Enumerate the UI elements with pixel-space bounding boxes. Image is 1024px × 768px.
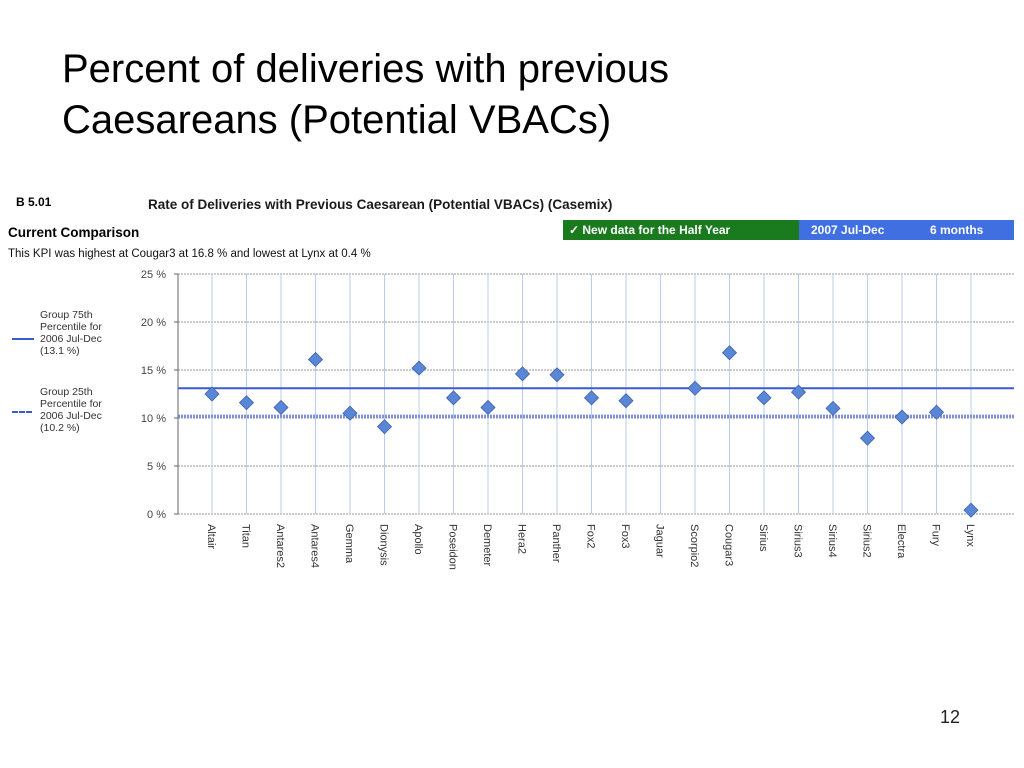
- scatter-chart: 0 % 5 % 10 % 15 % 20 % 25 % Altair Titan Antares…: [141, 269, 1014, 570]
- data-point-hera2: [514, 366, 531, 382]
- kpi-note: This KPI was highest at Cougar3 at 16.8 …: [8, 248, 371, 260]
- data-point-fox3: [618, 393, 634, 409]
- data-point-sirius3: [790, 384, 807, 400]
- x-tick-label: Antares4: [309, 524, 321, 568]
- data-point-antares2: [273, 399, 289, 416]
- data-point-titan: [238, 395, 255, 411]
- x-tick-label: Dionysis: [378, 524, 390, 566]
- x-tick-label: Titan: [240, 524, 252, 548]
- reference-lines: [178, 387, 1014, 418]
- data-point-panther: [549, 367, 565, 383]
- x-tick-label: Scorpio2: [688, 524, 700, 567]
- slide-title-line1: Percent of deliveries with previous: [62, 47, 669, 91]
- x-tick-label: Lynx: [964, 524, 976, 547]
- legend-p75-line4: (13.1 %): [40, 345, 80, 357]
- data-point-sirius: [756, 390, 772, 406]
- legend-p75-line1: Group 75th: [40, 309, 93, 321]
- x-tick-label: Fury: [930, 524, 942, 547]
- x-tick-label: Fox2: [585, 524, 597, 548]
- data-point-altair: [204, 386, 220, 402]
- x-tick-label: Demeter: [481, 524, 493, 567]
- slide-title-line2: Caesareans (Potential VBACs): [62, 98, 612, 142]
- months-label: 6 months: [930, 223, 984, 237]
- data-points: [204, 345, 979, 518]
- report-title: Rate of Deliveries with Previous Caesare…: [148, 197, 613, 212]
- axis-labels: 0 % 5 % 10 % 15 % 20 % 25 % Altair Titan Antares…: [141, 269, 976, 570]
- data-point-cougar3: [721, 345, 738, 361]
- legend-p25-line: [12, 411, 32, 413]
- data-point-antares4: [307, 351, 324, 368]
- slide-title: Percent of deliveries with previous Caes…: [62, 44, 962, 146]
- data-point-apollo: [411, 360, 427, 376]
- y-tick-label: 10 %: [141, 413, 166, 425]
- x-tick-label: Cougar3: [723, 524, 735, 566]
- data-point-demeter: [480, 399, 496, 416]
- y-tick-label: 25 %: [141, 269, 166, 281]
- data-point-sirius2: [859, 430, 876, 446]
- x-tick-label: Poseidon: [447, 524, 459, 570]
- grid-layer: [174, 273, 1014, 515]
- x-tick-label: Electra: [895, 524, 907, 559]
- x-tick-label: Apollo: [412, 524, 424, 555]
- x-tick-label: Sirius4: [826, 524, 838, 558]
- x-tick-label: Panther: [550, 524, 562, 563]
- x-tick-label: Sirius2: [861, 524, 873, 558]
- data-point-gemma: [342, 405, 358, 421]
- x-tick-label: Sirius: [757, 524, 769, 552]
- new-data-banner: ✓ New data for the Half Year: [563, 220, 799, 240]
- current-comparison-heading: Current Comparison: [8, 225, 140, 240]
- data-point-electra: [894, 409, 910, 425]
- period-banner: 2007 Jul-Dec 6 months: [799, 220, 1014, 240]
- legend-p75-line: [12, 338, 34, 340]
- y-tick-label: 5 %: [147, 461, 166, 473]
- data-point-sirius4: [825, 400, 841, 416]
- period-label: 2007 Jul-Dec: [811, 223, 885, 237]
- x-tick-label: Hera2: [516, 524, 528, 554]
- legend-p25-line3: 2006 Jul-Dec: [40, 410, 102, 422]
- legend-p75-line2: Percentile for: [40, 321, 102, 333]
- x-tick-label: Sirius3: [792, 524, 804, 558]
- y-tick-label: 0 %: [147, 509, 166, 521]
- y-tick-label: 15 %: [141, 365, 166, 377]
- x-tick-label: Fox3: [619, 524, 631, 548]
- legend-p25-line4: (10.2 %): [40, 422, 80, 434]
- data-point-scorpio2: [687, 380, 703, 396]
- data-point-poseidon: [445, 390, 462, 406]
- legend-p75-line3: 2006 Jul-Dec: [40, 333, 102, 345]
- legend-p25-line2: Percentile for: [40, 398, 102, 410]
- legend-p25-line1: Group 25th: [40, 386, 93, 398]
- data-point-fox2: [583, 390, 600, 406]
- x-tick-label: Jaguar: [654, 524, 666, 558]
- data-point-fury: [928, 404, 945, 420]
- x-tick-label: Antares2: [274, 524, 286, 568]
- report-code: B 5.01: [16, 195, 52, 209]
- y-tick-label: 20 %: [141, 317, 166, 329]
- data-point-lynx: [963, 502, 979, 518]
- page-number: 12: [940, 707, 961, 727]
- data-point-dionysis: [376, 419, 393, 435]
- x-tick-label: Altair: [205, 524, 217, 549]
- x-tick-label: Gemma: [343, 524, 355, 564]
